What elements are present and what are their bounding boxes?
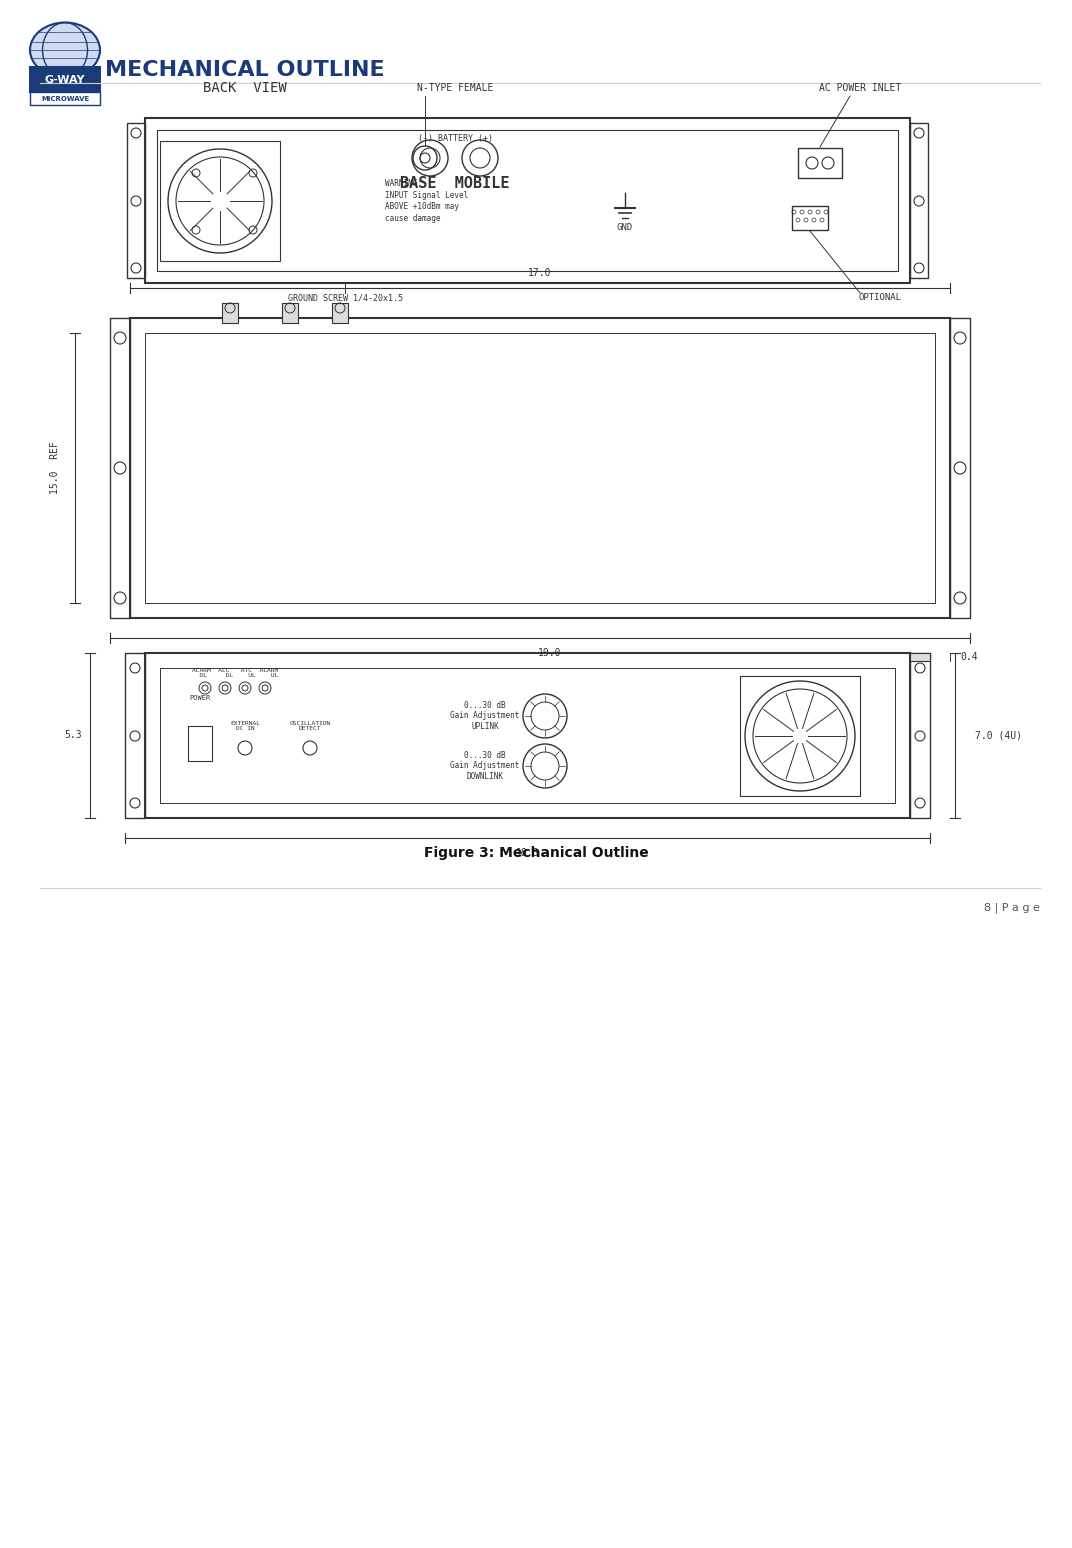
Text: 15.0  REF: 15.0 REF bbox=[50, 441, 60, 494]
Bar bbox=[110, 317, 130, 618]
Bar bbox=[160, 669, 895, 803]
Bar bbox=[157, 130, 898, 271]
Bar bbox=[145, 653, 910, 817]
Text: MICROWAVE: MICROWAVE bbox=[41, 96, 89, 102]
Text: EXTERNAL
DC IN: EXTERNAL DC IN bbox=[230, 721, 260, 731]
Bar bbox=[125, 653, 145, 817]
Text: OSCILLATION
DETECT: OSCILLATION DETECT bbox=[289, 721, 330, 731]
Bar bbox=[332, 303, 348, 324]
Text: MECHANICAL OUTLINE: MECHANICAL OUTLINE bbox=[105, 60, 385, 80]
Text: 5.3: 5.3 bbox=[64, 731, 81, 740]
Bar bbox=[30, 67, 100, 91]
Bar bbox=[282, 303, 298, 324]
Bar bbox=[30, 91, 100, 105]
Bar bbox=[910, 122, 928, 279]
Text: AC POWER INLET: AC POWER INLET bbox=[819, 84, 902, 93]
Bar bbox=[130, 317, 950, 618]
Bar bbox=[145, 333, 935, 604]
Bar bbox=[740, 676, 860, 796]
Text: 18.3: 18.3 bbox=[516, 848, 539, 858]
Text: BASE  MOBILE: BASE MOBILE bbox=[400, 175, 510, 190]
Text: GROUND SCREW 1/4-20x1.5: GROUND SCREW 1/4-20x1.5 bbox=[287, 294, 402, 302]
Bar bbox=[188, 726, 212, 762]
Text: 8 | P a g e: 8 | P a g e bbox=[984, 902, 1040, 913]
Bar bbox=[950, 317, 970, 618]
Bar bbox=[910, 653, 930, 817]
Text: GND: GND bbox=[617, 223, 634, 232]
Bar bbox=[792, 206, 828, 231]
Bar bbox=[145, 118, 910, 283]
Text: N-TYPE FEMALE: N-TYPE FEMALE bbox=[417, 84, 493, 93]
Text: ALARM  ALC   ATC  ALARM
  DL     DL    UL    UL: ALARM ALC ATC ALARM DL DL UL UL bbox=[192, 667, 278, 678]
Text: 0.4: 0.4 bbox=[961, 652, 978, 663]
Text: 19.0: 19.0 bbox=[538, 649, 562, 658]
Text: OPTIONAL: OPTIONAL bbox=[859, 294, 902, 302]
Text: BACK  VIEW: BACK VIEW bbox=[203, 80, 287, 94]
Bar bbox=[160, 141, 280, 262]
Bar bbox=[798, 149, 842, 178]
Text: 17.0: 17.0 bbox=[528, 268, 552, 279]
Text: POWER: POWER bbox=[190, 695, 210, 701]
Bar bbox=[222, 303, 238, 324]
Text: 7.0 (4U): 7.0 (4U) bbox=[976, 731, 1022, 740]
Bar bbox=[910, 653, 930, 661]
Text: 0...30 dB
Gain Adjustment
UPLINK: 0...30 dB Gain Adjustment UPLINK bbox=[450, 701, 520, 731]
Text: G-WAY: G-WAY bbox=[45, 74, 86, 85]
Text: 0...30 dB
Gain Adjustment
DOWNLINK: 0...30 dB Gain Adjustment DOWNLINK bbox=[450, 751, 520, 780]
Text: Figure 3: Mechanical Outline: Figure 3: Mechanical Outline bbox=[423, 847, 649, 861]
Bar bbox=[126, 122, 145, 279]
Ellipse shape bbox=[30, 23, 100, 77]
Text: WARNING:
INPUT Signal Level
ABOVE +10dBm may
cause damage: WARNING: INPUT Signal Level ABOVE +10dBm… bbox=[385, 180, 468, 223]
Text: (-) BATTERY (+): (-) BATTERY (+) bbox=[417, 133, 492, 142]
